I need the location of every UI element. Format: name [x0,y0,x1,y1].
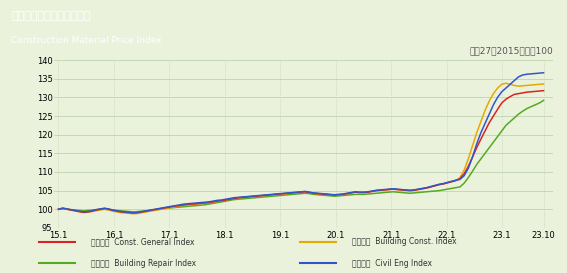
Text: 建設資材物価指数（東京）: 建設資材物価指数（東京） [11,11,91,21]
Text: 土木部門  Civil Eng Index: 土木部門 Civil Eng Index [352,259,431,268]
Text: 建築補修  Building Repair Index: 建築補修 Building Repair Index [91,259,196,268]
Text: 建築部門  Building Const. Index: 建築部門 Building Const. Index [352,237,456,246]
Text: 平成27（2015）年＝100: 平成27（2015）年＝100 [469,46,553,55]
Text: 建設総合  Const. General Index: 建設総合 Const. General Index [91,237,194,246]
Text: Construction Material Price Index: Construction Material Price Index [11,37,162,45]
